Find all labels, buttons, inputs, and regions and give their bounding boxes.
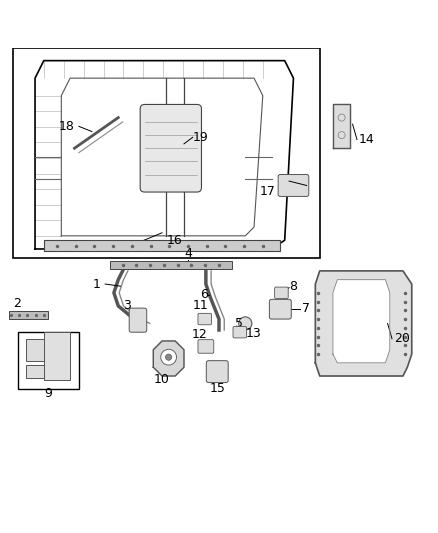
Bar — [26, 365, 44, 378]
Polygon shape — [153, 341, 184, 376]
Bar — [110, 261, 232, 269]
Text: 14: 14 — [359, 133, 375, 146]
Bar — [44, 332, 70, 381]
Polygon shape — [333, 280, 390, 363]
Text: 7: 7 — [302, 303, 310, 316]
Text: 8: 8 — [289, 280, 297, 293]
FancyBboxPatch shape — [269, 300, 291, 319]
Text: 10: 10 — [154, 373, 170, 386]
Bar — [26, 339, 44, 361]
FancyBboxPatch shape — [198, 340, 214, 353]
FancyBboxPatch shape — [198, 313, 212, 325]
FancyBboxPatch shape — [140, 104, 201, 192]
Circle shape — [239, 317, 252, 330]
Bar — [9, 311, 48, 319]
Text: 19: 19 — [193, 131, 208, 144]
Circle shape — [161, 349, 177, 365]
Text: 3: 3 — [124, 300, 131, 312]
Polygon shape — [315, 271, 412, 376]
Text: 6: 6 — [200, 288, 208, 302]
Text: 20: 20 — [394, 332, 410, 345]
FancyBboxPatch shape — [206, 361, 228, 383]
Text: 1: 1 — [92, 278, 100, 290]
Text: 15: 15 — [209, 382, 225, 395]
FancyBboxPatch shape — [275, 287, 288, 298]
Text: 11: 11 — [193, 300, 208, 312]
FancyBboxPatch shape — [233, 327, 247, 338]
Text: 9: 9 — [44, 387, 52, 400]
Circle shape — [166, 354, 172, 360]
FancyBboxPatch shape — [278, 174, 309, 197]
Text: 12: 12 — [191, 328, 207, 341]
Text: 5: 5 — [235, 317, 243, 330]
Bar — [18, 332, 79, 389]
Bar — [13, 47, 320, 258]
FancyBboxPatch shape — [129, 308, 147, 332]
Bar — [44, 240, 280, 251]
Text: 17: 17 — [259, 185, 275, 198]
Polygon shape — [333, 104, 350, 148]
Text: 2: 2 — [14, 297, 21, 310]
Text: 16: 16 — [166, 233, 182, 247]
Text: 18: 18 — [59, 120, 74, 133]
Text: 13: 13 — [245, 327, 261, 340]
Text: 4: 4 — [184, 247, 192, 260]
